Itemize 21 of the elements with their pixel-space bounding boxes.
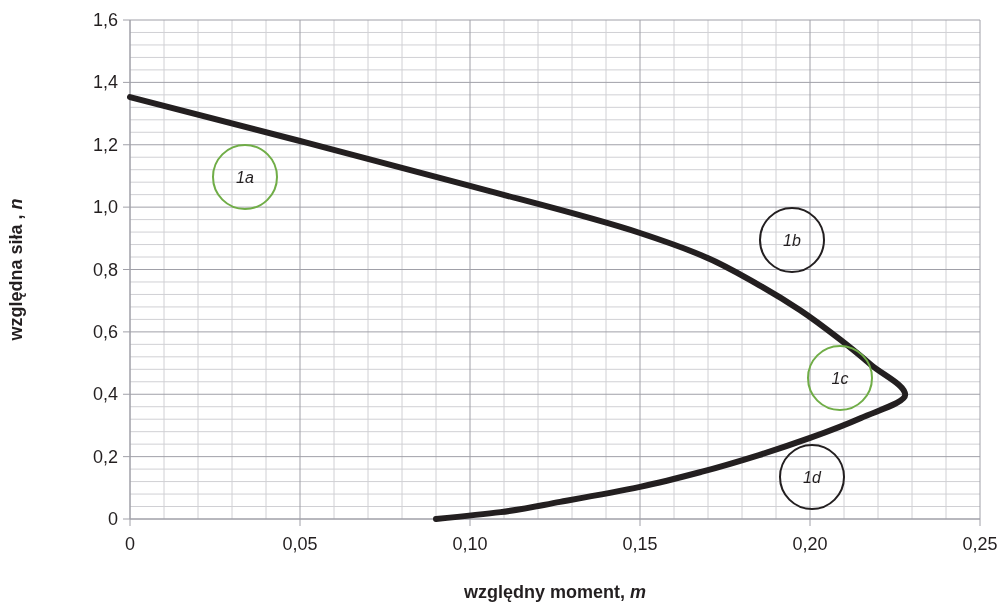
x-tick-label: 0,25 [962,534,998,554]
y-tick-label: 0,8 [92,259,118,280]
y-tick-label: 1,6 [92,10,118,30]
annotation: 1c [831,370,849,387]
y-tick-label: 0,4 [92,384,118,405]
annotation: 1a [236,169,254,186]
x-axis-title: względny moment, m [462,582,647,602]
x-tick-label: 0 [124,534,136,554]
y-tick-label: 0 [107,509,118,529]
x-tick-label: 0,05 [282,534,318,554]
annotation: 1b [783,232,801,249]
y-tick-label: 1,0 [92,197,118,218]
y-tick-label: 1,4 [92,72,118,93]
y-tick-label: 1,2 [92,134,118,155]
annotation: 1d [803,469,822,486]
x-tick-label: 0,20 [792,534,828,554]
y-tick-label: 0,2 [92,446,118,467]
x-tick-label: 0,15 [622,534,658,554]
y-axis-title: względna siła , n [6,198,26,342]
x-tick-label: 0,10 [452,534,488,554]
y-tick-label: 0,6 [92,321,118,342]
